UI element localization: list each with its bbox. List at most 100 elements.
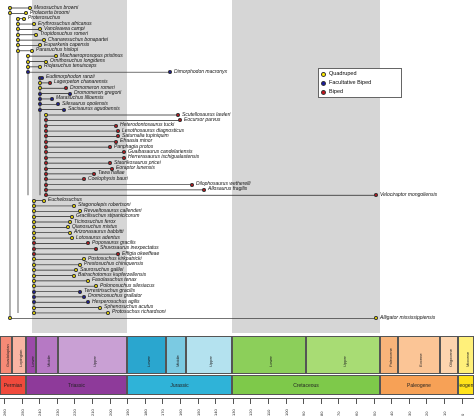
tip-state-node	[114, 139, 118, 144]
ancestral-state-node	[32, 268, 36, 273]
epoch-cell: Middle	[166, 336, 186, 374]
ancestral-state-node	[32, 214, 36, 219]
axis-tick	[180, 398, 181, 404]
ancestral-state-node	[38, 107, 42, 112]
epoch-label: Middle	[46, 355, 51, 367]
legend-item: Biped	[319, 88, 401, 96]
axis-tick	[338, 398, 339, 404]
tip-state-node	[94, 284, 98, 289]
tip-state-node	[64, 86, 68, 91]
ancestral-state-node	[44, 145, 48, 150]
epoch-cell: Upper	[306, 336, 380, 374]
axis-tick	[268, 398, 269, 404]
tip-state-node	[86, 300, 90, 305]
axis-tick-label: 230	[54, 409, 60, 416]
tip-state-node	[122, 155, 126, 160]
tip-state-node	[50, 96, 54, 101]
taxon-label: Tropidosuchus romeri	[40, 31, 88, 38]
taxon-label: Arizonasaurus babbitti	[74, 229, 124, 236]
ancestral-state-node	[8, 6, 12, 10]
taxon-label: Lagerpeton chanarensis	[54, 79, 108, 86]
tip-state-node	[54, 54, 58, 59]
taxon-label: Stagonolepis robertsoni	[78, 202, 131, 209]
taxon-label: Saturnalia tupiniquim	[122, 132, 169, 139]
ancestral-state-node	[32, 203, 36, 208]
axis-tick	[39, 398, 40, 404]
tip-state-node	[78, 209, 82, 214]
ancestral-state-node	[8, 11, 12, 16]
axis-tick	[426, 398, 427, 404]
ancestral-state-node	[16, 16, 20, 21]
tip-state-node	[70, 214, 74, 219]
tip-state-node	[44, 59, 48, 64]
axis-tick	[4, 398, 5, 404]
taxon-label: Gracilisuchus stipanicicorum	[76, 213, 140, 220]
taxon-label: Ornithosuchus longidens	[50, 58, 106, 64]
period-cell: Triassic	[26, 375, 127, 395]
tip-state-node	[108, 161, 112, 166]
axis-tick-label: 260	[2, 409, 7, 416]
axis-tick-label: 120	[248, 409, 254, 416]
period-cell: Neogene	[458, 375, 474, 395]
period-cell: Jurassic	[127, 375, 232, 395]
tip-state-node	[106, 310, 110, 315]
axis-tick	[373, 398, 375, 404]
axis-tick	[56, 398, 58, 404]
taxon-label: Guaibasaurus candelariensis	[128, 148, 193, 155]
axis-tick-label: 250	[19, 409, 25, 416]
tip-state-node	[74, 268, 78, 273]
ancestral-state-node	[26, 54, 30, 59]
axis-tick	[303, 398, 304, 404]
taxon-label: Qianosuchus mixtus	[72, 223, 118, 230]
taxon-label: Proterosuchus	[28, 15, 61, 22]
axis-tick-label: 170	[160, 409, 166, 416]
tip-state-node	[110, 166, 114, 171]
epoch-cell: Paleocene	[380, 336, 398, 374]
taxon-label: Vancleavea campi	[44, 25, 85, 32]
ancestral-state-node	[44, 155, 48, 160]
tip-state-node	[374, 193, 378, 198]
ancestral-state-node	[32, 289, 36, 294]
axis-tick-label: 80	[318, 411, 324, 416]
axis-tick-label: 180	[142, 409, 148, 416]
tip-state-node	[202, 187, 206, 192]
taxon-label: Revueltosaurus callenderi	[84, 207, 142, 214]
ancestral-state-node	[16, 32, 20, 37]
period-label: Triassic	[67, 383, 86, 389]
taxon-label: Scutellosaurus lawleri	[182, 111, 231, 118]
ancestral-state-node	[32, 246, 36, 251]
epoch-label: Middle	[175, 355, 180, 367]
epoch-cell: Eocene	[398, 336, 440, 374]
ancestral-state-node	[16, 48, 20, 53]
period-label: Permian	[3, 383, 23, 389]
tip-state-node	[68, 91, 72, 96]
taxon-label: Tawa hallae	[98, 170, 125, 177]
legend-item: Quadruped	[319, 70, 401, 78]
ancestral-state-node	[32, 310, 36, 315]
taxon-label: Erythrosuchus africanus	[38, 20, 92, 27]
axis-tick-label: 20	[424, 411, 430, 416]
axis-tick-label: 0	[459, 413, 465, 416]
ancestral-state-node	[44, 177, 48, 182]
ancestral-state-node	[32, 220, 36, 224]
ancestral-state-node	[32, 252, 36, 257]
ancestral-state-node	[38, 102, 42, 107]
axis-tick-label: 70	[336, 411, 342, 416]
phylogenetic-tree	[9, 7, 376, 319]
taxon-label: Eoraptor lunensis	[116, 165, 155, 171]
ancestral-state-node	[44, 123, 48, 128]
ancestral-state-node	[32, 236, 36, 241]
taxon-label: Riojasuchus tenuisceps	[44, 63, 97, 70]
epoch-cell: Miocene	[458, 336, 474, 374]
ancestral-state-node	[32, 225, 36, 230]
taxon-label: Euparkeria capensis	[44, 41, 90, 48]
tip-state-node	[108, 145, 112, 150]
epoch-cell: Guadalupian	[0, 336, 12, 374]
ancestral-state-node	[44, 166, 48, 171]
axis-tick	[74, 398, 75, 404]
tip-state-node	[78, 289, 82, 294]
ancestral-state-node	[38, 80, 42, 85]
epoch-label: Eocene	[418, 353, 423, 367]
legend: Quadruped Facultative Biped Biped	[318, 68, 402, 98]
tip-state-node	[70, 236, 74, 241]
